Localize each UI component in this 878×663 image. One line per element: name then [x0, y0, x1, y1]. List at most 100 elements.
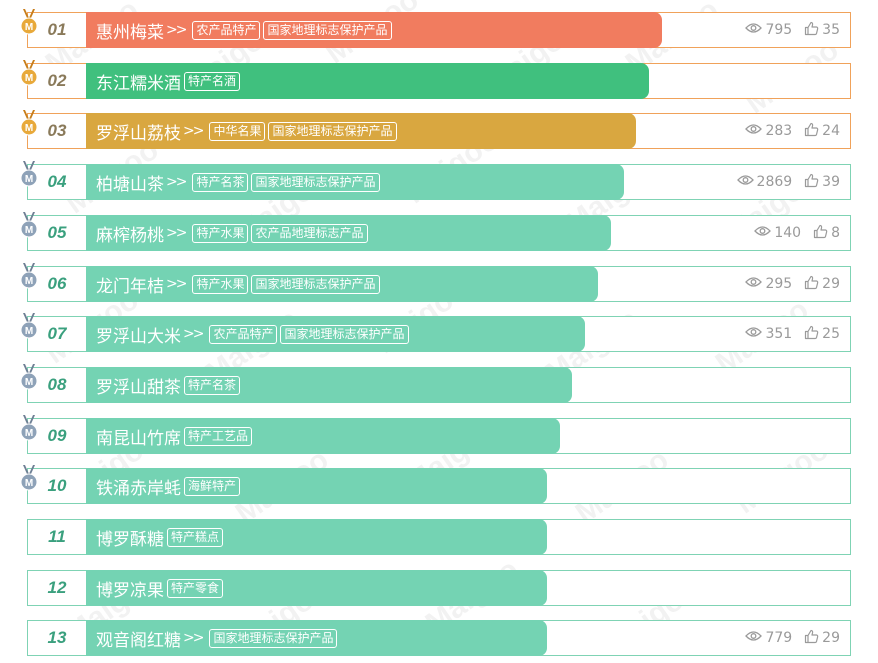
category-tag[interactable]: 国家地理标志保护产品 — [280, 324, 409, 344]
item-name-link[interactable]: 观音阁红糖 — [96, 630, 181, 651]
list-item[interactable]: 13 观音阁红糖 >> 国家地理标志保护产品 779 29 — [27, 620, 851, 656]
item-name-link[interactable]: 铁涌赤岸蚝 — [96, 478, 181, 499]
medal-icon: M — [19, 60, 39, 90]
item-name-link[interactable]: 柏塘山茶 — [96, 174, 164, 195]
rank-bar: 罗浮山大米 >> 农产品特产 国家地理标志保护产品 — [86, 316, 585, 352]
more-arrows[interactable]: >> — [183, 123, 205, 139]
medal-icon: M — [19, 161, 39, 191]
item-name-link[interactable]: 罗浮山大米 — [96, 326, 181, 347]
svg-text:M: M — [25, 276, 33, 287]
list-item[interactable]: M 09 南昆山竹席 特产工艺品 — [20, 415, 851, 454]
item-name-link[interactable]: 东江糯米酒 — [96, 73, 181, 94]
medal-icon: M — [19, 212, 39, 242]
view-count: 2869 — [736, 174, 793, 190]
list-item[interactable]: M 02 东江糯米酒 特产名酒 — [20, 60, 851, 99]
rank-bar: 铁涌赤岸蚝 海鲜特产 — [86, 468, 547, 504]
more-arrows[interactable]: >> — [166, 225, 188, 241]
item-name-link[interactable]: 南昆山竹席 — [96, 428, 181, 449]
rank-number: 03 — [47, 121, 67, 140]
item-name-link[interactable]: 惠州梅菜 — [96, 22, 164, 43]
view-count-value: 779 — [765, 630, 793, 646]
like-button[interactable]: 39 — [804, 173, 840, 192]
category-tag[interactable]: 国家地理标志保护产品 — [268, 121, 397, 141]
more-arrows[interactable]: >> — [166, 174, 188, 190]
category-tag[interactable]: 国家地理标志保护产品 — [263, 20, 392, 40]
eye-icon — [736, 174, 757, 190]
view-count-value: 140 — [774, 225, 802, 241]
rank-bar: 东江糯米酒 特产名酒 — [86, 63, 649, 99]
category-tag[interactable]: 特产糕点 — [167, 527, 224, 547]
rank-number: 13 — [47, 628, 67, 647]
list-item[interactable]: M 10 铁涌赤岸蚝 海鲜特产 — [20, 465, 851, 504]
thumbs-up-icon — [804, 21, 822, 40]
category-tag[interactable]: 国家地理标志保护产品 — [251, 274, 380, 294]
rank-number: 08 — [47, 375, 67, 394]
more-arrows[interactable]: >> — [183, 326, 205, 342]
rank-number: 06 — [47, 274, 67, 293]
medal-icon: M — [19, 9, 39, 39]
category-tag[interactable]: 特产零食 — [167, 578, 224, 598]
list-item[interactable]: M 05 麻榨杨桃 >> 特产水果 农产品地理标志产品 140 8 — [20, 212, 851, 251]
like-button[interactable]: 8 — [813, 224, 840, 243]
rank-bar: 麻榨杨桃 >> 特产水果 农产品地理标志产品 — [86, 215, 611, 251]
list-item[interactable]: M 06 龙门年桔 >> 特产水果 国家地理标志保护产品 295 29 — [20, 263, 851, 302]
item-name-link[interactable]: 麻榨杨桃 — [96, 225, 164, 246]
like-button[interactable]: 35 — [804, 21, 840, 40]
category-tag[interactable]: 国家地理标志保护产品 — [251, 172, 380, 192]
svg-text:M: M — [25, 377, 33, 388]
category-tag[interactable]: 特产水果 — [192, 274, 249, 294]
thumbs-up-icon — [813, 224, 831, 243]
item-name-link[interactable]: 罗浮山甜茶 — [96, 377, 181, 398]
list-item[interactable]: M 07 罗浮山大米 >> 农产品特产 国家地理标志保护产品 351 25 — [20, 313, 851, 352]
medal-icon: M — [19, 263, 39, 293]
like-button[interactable]: 24 — [804, 122, 840, 141]
view-count-value: 2869 — [756, 174, 793, 190]
view-count: 795 — [745, 22, 792, 38]
more-arrows[interactable]: >> — [166, 22, 188, 38]
thumbs-up-icon — [804, 173, 822, 192]
eye-icon — [745, 123, 765, 139]
more-arrows[interactable]: >> — [183, 630, 205, 646]
thumbs-up-icon — [804, 629, 822, 648]
category-tag[interactable]: 特产名茶 — [184, 375, 241, 395]
eye-icon — [745, 276, 765, 292]
list-item[interactable]: 11 博罗酥糖 特产糕点 — [27, 519, 851, 555]
view-count: 140 — [754, 225, 801, 241]
list-item[interactable]: M 08 罗浮山甜茶 特产名茶 — [20, 364, 851, 403]
category-tag[interactable]: 特产名酒 — [184, 71, 241, 91]
rank-number: 12 — [47, 578, 67, 597]
like-button[interactable]: 29 — [804, 275, 840, 294]
category-tag[interactable]: 特产水果 — [192, 223, 249, 243]
list-item[interactable]: M 04 柏塘山茶 >> 特产名茶 国家地理标志保护产品 2869 39 — [20, 161, 851, 200]
like-count-value: 29 — [822, 276, 840, 292]
rank-bar: 罗浮山荔枝 >> 中华名果 国家地理标志保护产品 — [86, 113, 636, 149]
svg-text:M: M — [25, 174, 33, 185]
like-button[interactable]: 25 — [804, 325, 840, 344]
svg-text:M: M — [25, 22, 33, 33]
item-name-link[interactable]: 龙门年桔 — [96, 276, 164, 297]
medal-icon: M — [19, 465, 39, 495]
category-tag[interactable]: 特产名茶 — [192, 172, 249, 192]
category-tag[interactable]: 特产工艺品 — [184, 426, 253, 446]
category-tag[interactable]: 农产品地理标志产品 — [251, 223, 368, 243]
item-name-link[interactable]: 罗浮山荔枝 — [96, 123, 181, 144]
item-stats: 140 8 — [742, 216, 840, 250]
item-stats: 779 29 — [733, 621, 840, 655]
like-button[interactable]: 29 — [804, 629, 840, 648]
category-tag[interactable]: 农产品特产 — [209, 324, 278, 344]
category-tag[interactable]: 海鲜特产 — [184, 476, 241, 496]
view-count: 351 — [745, 326, 792, 342]
list-item[interactable]: 12 博罗凉果 特产零食 — [27, 570, 851, 606]
view-count-value: 351 — [765, 326, 793, 342]
category-tag[interactable]: 农产品特产 — [192, 20, 261, 40]
rank-bar: 南昆山竹席 特产工艺品 — [86, 418, 560, 454]
list-item[interactable]: M 03 罗浮山荔枝 >> 中华名果 国家地理标志保护产品 283 24 — [20, 110, 851, 149]
like-count-value: 24 — [822, 123, 840, 139]
list-item[interactable]: M 01 惠州梅菜 >> 农产品特产 国家地理标志保护产品 795 35 — [20, 9, 851, 48]
view-count: 283 — [745, 123, 792, 139]
item-name-link[interactable]: 博罗凉果 — [96, 580, 164, 601]
item-name-link[interactable]: 博罗酥糖 — [96, 529, 164, 550]
more-arrows[interactable]: >> — [166, 276, 188, 292]
category-tag[interactable]: 中华名果 — [209, 121, 266, 141]
category-tag[interactable]: 国家地理标志保护产品 — [209, 628, 338, 648]
